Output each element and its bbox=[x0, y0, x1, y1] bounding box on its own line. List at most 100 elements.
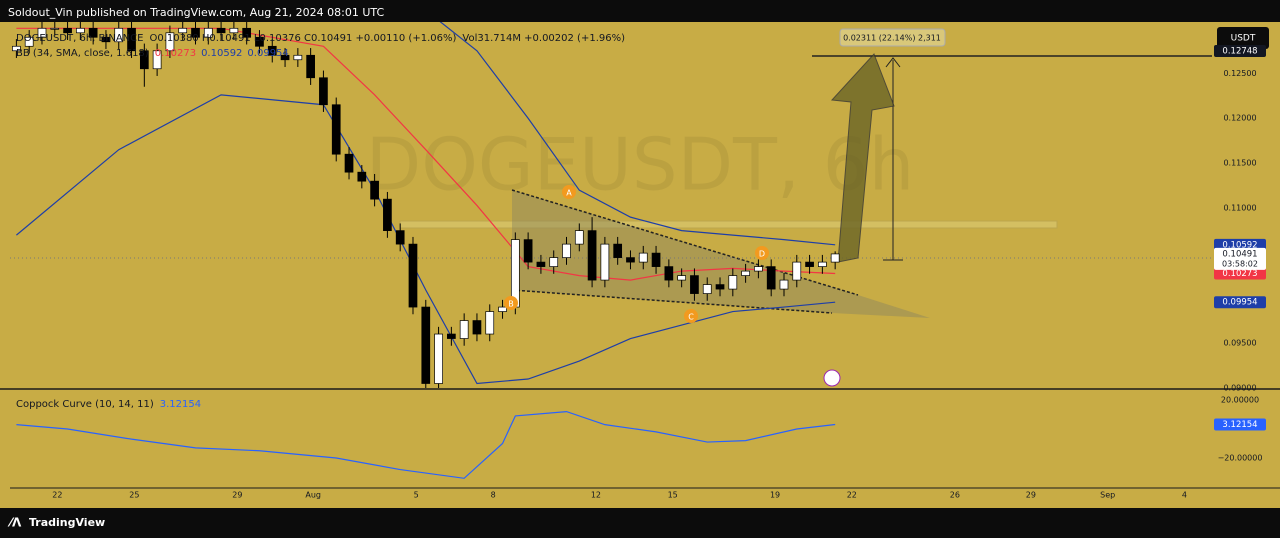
candle-body bbox=[267, 45, 277, 56]
coppock-badge-bg bbox=[1214, 418, 1266, 431]
x-tick-label: 29 bbox=[232, 491, 242, 500]
symbol: DOGEUSDT, 6h, BINANCE O0.10380 H0.10491 L… bbox=[16, 33, 625, 44]
candle-body bbox=[574, 230, 584, 245]
y-tick-label: 0.12500 bbox=[1223, 69, 1256, 78]
candle-body bbox=[818, 261, 827, 267]
y-tick-label: 0.11000 bbox=[1223, 204, 1256, 213]
x-tick-label: 12 bbox=[591, 491, 601, 500]
candle-body bbox=[24, 36, 34, 47]
candle-body bbox=[344, 153, 354, 173]
candle-body bbox=[562, 243, 571, 258]
bb-badge-bg bbox=[1214, 296, 1266, 309]
bb-value: 0.09954 bbox=[247, 48, 288, 59]
candle-body bbox=[600, 243, 610, 281]
candle-body bbox=[741, 270, 750, 276]
x-tick-label: 26 bbox=[950, 491, 960, 500]
currency-button[interactable] bbox=[1217, 27, 1269, 49]
countdown: 03:58:02 bbox=[1222, 259, 1258, 268]
ohlc: O0.10380 H0.10491 L0.10376 C0.10491 +0.0… bbox=[149, 33, 456, 44]
resistance-zone bbox=[399, 220, 1058, 229]
point-label: C bbox=[688, 313, 694, 322]
candle-body bbox=[370, 180, 379, 200]
trendline bbox=[511, 289, 833, 314]
bb-badge: 0.09954 bbox=[1222, 298, 1257, 308]
y-tick-label: 0.09500 bbox=[1223, 339, 1256, 348]
candle-body bbox=[408, 243, 418, 308]
projection-arrow bbox=[830, 53, 895, 263]
candle-body bbox=[127, 27, 136, 52]
candle-body bbox=[139, 50, 149, 70]
candle-body bbox=[357, 171, 367, 182]
bb-badge-bg bbox=[1214, 238, 1266, 251]
price-badge: 0.12748 bbox=[1222, 46, 1257, 56]
candle-body bbox=[728, 275, 738, 290]
y-tick-label: 20.00000 bbox=[1221, 396, 1259, 405]
candle-body bbox=[229, 27, 239, 34]
candle-body bbox=[779, 279, 789, 290]
candle-body bbox=[319, 77, 328, 106]
candle-body bbox=[242, 27, 252, 38]
price-badge-bg bbox=[1214, 247, 1266, 270]
candle-body bbox=[523, 239, 533, 263]
coppock-value: 3.12154 bbox=[160, 399, 201, 410]
watermark: DOGEUSDT, 6h bbox=[366, 123, 914, 207]
candle-body bbox=[203, 27, 213, 38]
bb-badge: 0.10592 bbox=[1222, 240, 1257, 250]
coppock-line bbox=[16, 410, 836, 479]
candle-body bbox=[50, 27, 60, 30]
x-tick-label: Sep bbox=[1100, 491, 1115, 500]
candle-body bbox=[447, 333, 456, 339]
coppock-badge: 3.12154 bbox=[1222, 420, 1257, 430]
y-tick-label: 0.09000 bbox=[1223, 384, 1256, 393]
candle-body bbox=[613, 243, 623, 258]
candle-body bbox=[88, 27, 98, 38]
candle-body bbox=[664, 266, 674, 281]
candle-body bbox=[587, 230, 597, 281]
candle-body bbox=[549, 257, 559, 267]
footer-logo: TradingView bbox=[29, 516, 105, 529]
x-tick-label: Aug bbox=[305, 491, 321, 500]
candle-body bbox=[216, 27, 226, 34]
main-pane: A B C D bbox=[10, 22, 1212, 388]
x-tick-label: 22 bbox=[847, 491, 857, 500]
y-tick-label: 0.11500 bbox=[1223, 159, 1256, 168]
currency-label[interactable]: USDT bbox=[1231, 34, 1256, 44]
x-tick-label: 4 bbox=[1182, 491, 1187, 500]
x-tick-label: 8 bbox=[491, 491, 496, 500]
bb-name: BB (34, SMA, close, 1.618) bbox=[16, 48, 149, 59]
candle-body bbox=[293, 54, 303, 61]
point-label: B bbox=[508, 300, 514, 309]
y-tick-label: 0.12000 bbox=[1223, 114, 1256, 123]
candle-body bbox=[472, 320, 482, 335]
candle-body bbox=[114, 27, 124, 43]
candle-body bbox=[306, 54, 315, 79]
header-title: Soldout_Vin published on TradingView.com… bbox=[8, 6, 384, 19]
measure-arrow bbox=[885, 57, 901, 68]
candle-body bbox=[434, 333, 443, 384]
x-tick-label: 25 bbox=[129, 491, 139, 500]
candle-body bbox=[255, 36, 264, 47]
point-marker bbox=[755, 246, 769, 260]
x-tick-label: 29 bbox=[1026, 491, 1036, 500]
candle-body bbox=[651, 252, 661, 267]
x-tick-label: 5 bbox=[414, 491, 419, 500]
candle-body bbox=[498, 306, 507, 312]
candle-body bbox=[485, 311, 495, 335]
candle-body bbox=[12, 45, 21, 52]
candle-body bbox=[805, 261, 814, 267]
candle-body bbox=[677, 275, 686, 281]
candle-body bbox=[715, 284, 725, 290]
candle-body bbox=[152, 50, 162, 70]
y-tick-label: −20.00000 bbox=[1218, 453, 1263, 462]
candle-body bbox=[280, 54, 290, 61]
candle-body bbox=[178, 27, 188, 34]
candle-body bbox=[395, 230, 405, 245]
candle-body bbox=[383, 198, 392, 231]
bb-badge-bg bbox=[1214, 267, 1266, 280]
x-tick-label: 15 bbox=[668, 491, 678, 500]
point-label: D bbox=[759, 250, 765, 259]
candle-body bbox=[626, 257, 635, 263]
candle-body bbox=[690, 275, 699, 294]
candle-body bbox=[792, 261, 802, 281]
